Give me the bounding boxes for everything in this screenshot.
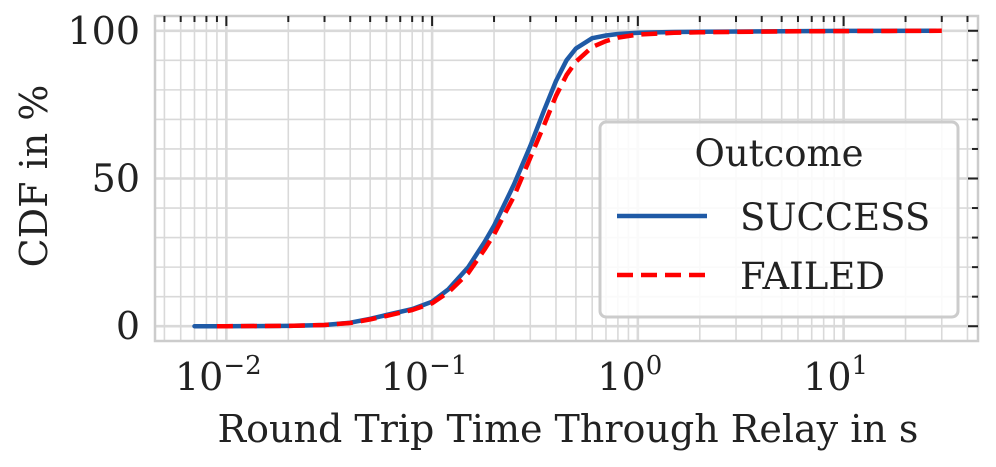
legend-box xyxy=(598,120,960,319)
x-tick-label: 100 xyxy=(597,351,662,399)
y-tick-label: 0 xyxy=(116,304,140,348)
legend-title: Outcome xyxy=(694,132,863,175)
series-lines xyxy=(192,28,942,329)
ticks: 10−2 10−1 100 101 0 50 100 xyxy=(67,9,978,399)
legend: Outcome SUCCESS FAILED xyxy=(598,120,960,319)
x-tick-label: 10−2 xyxy=(175,351,262,399)
y-tick-label: 100 xyxy=(67,9,140,53)
x-tick-label: 101 xyxy=(803,351,868,399)
x-axis-label: Round Trip Time Through Relay in s xyxy=(218,407,919,451)
x-tick-label: 10−1 xyxy=(381,351,468,399)
legend-label-failed: FAILED xyxy=(740,255,885,298)
y-axis-label: CDF in % xyxy=(12,85,56,268)
legend-label-success: SUCCESS xyxy=(740,196,930,239)
series-line-failed xyxy=(216,28,942,329)
y-tick-label: 50 xyxy=(92,157,140,201)
